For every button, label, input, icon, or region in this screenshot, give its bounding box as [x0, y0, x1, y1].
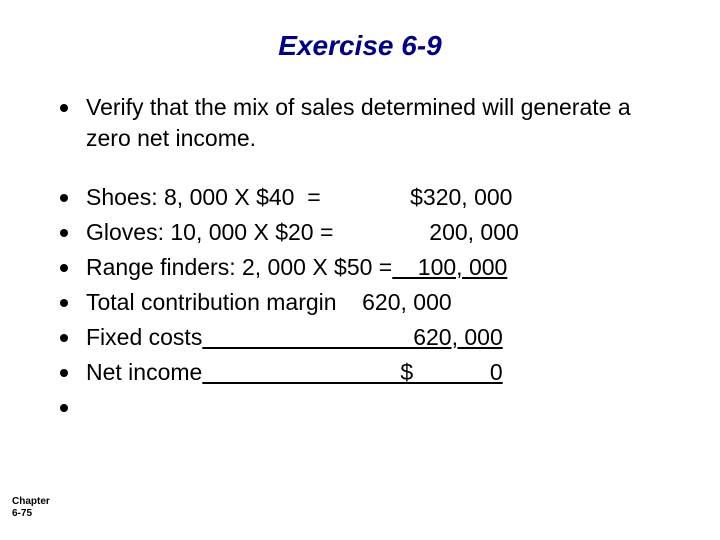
bullet-icon [60, 369, 68, 377]
calc-row-text: Total contribution margin 620, 000 [86, 287, 680, 318]
main-bullet-text: Verify that the mix of sales determined … [86, 92, 680, 154]
calc-value: 620, 000 [337, 287, 452, 318]
calc-value: $320, 000 [321, 182, 513, 213]
calc-value: $ 0 [202, 357, 502, 388]
bullet-icon [60, 194, 68, 202]
calc-label: Net income [86, 357, 202, 388]
slide-container: Exercise 6-9 Verify that the mix of sale… [0, 0, 720, 444]
calc-row-text: Net income $ 0 [86, 357, 680, 388]
calc-row: Net income $ 0 [60, 357, 680, 388]
calc-value: 620, 000 [202, 322, 502, 353]
calc-row-text: Range finders: 2, 000 X $50 = 100, 000 [86, 252, 680, 283]
bullet-icon [60, 229, 68, 237]
calc-row-text: Shoes: 8, 000 X $40 = $320, 000 [86, 182, 680, 213]
slide-footer: Chapter 6-75 [12, 496, 50, 520]
calc-value: 100, 000 [392, 252, 507, 283]
bullet-icon [60, 334, 68, 342]
calc-row: Range finders: 2, 000 X $50 = 100, 000 [60, 252, 680, 283]
calc-label: Shoes: 8, 000 X $40 = [86, 182, 321, 213]
calc-row: Total contribution margin 620, 000 [60, 287, 680, 318]
slide-title: Exercise 6-9 [40, 30, 680, 62]
calc-row-text: Fixed costs 620, 000 [86, 322, 680, 353]
footer-page: 6-75 [12, 508, 50, 520]
calc-row: Fixed costs 620, 000 [60, 322, 680, 353]
calc-value: 200, 000 [333, 217, 518, 248]
bullet-icon [60, 264, 68, 272]
calc-label: Total contribution margin [86, 287, 337, 318]
empty-bullet [60, 392, 680, 420]
main-bullet-item: Verify that the mix of sales determined … [60, 92, 680, 154]
calc-row: Gloves: 10, 000 X $20 = 200, 000 [60, 217, 680, 248]
calc-label: Range finders: 2, 000 X $50 = [86, 252, 392, 283]
footer-chapter: Chapter [12, 496, 50, 508]
bullet-list: Verify that the mix of sales determined … [40, 92, 680, 420]
calc-row-text: Gloves: 10, 000 X $20 = 200, 000 [86, 217, 680, 248]
bullet-icon [60, 104, 68, 112]
calc-row: Shoes: 8, 000 X $40 = $320, 000 [60, 182, 680, 213]
bullet-icon [60, 299, 68, 307]
calc-label: Fixed costs [86, 322, 202, 353]
bullet-icon [60, 404, 68, 412]
calc-label: Gloves: 10, 000 X $20 = [86, 217, 333, 248]
